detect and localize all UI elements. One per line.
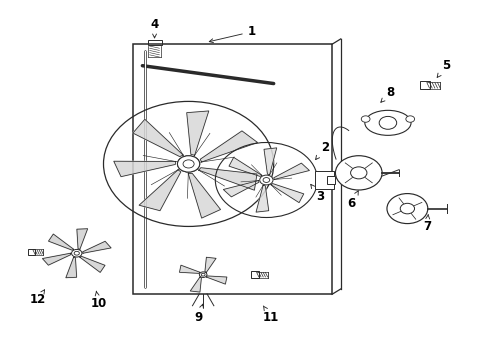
Text: 8: 8 [380,86,394,102]
Polygon shape [114,161,175,177]
Circle shape [201,273,204,276]
Circle shape [74,251,79,255]
Polygon shape [188,173,220,218]
Bar [28,249,36,255]
Bar [147,40,161,45]
Text: 1: 1 [209,25,255,42]
Polygon shape [228,157,261,176]
Circle shape [199,272,206,278]
Polygon shape [139,170,181,211]
Circle shape [335,156,381,190]
Circle shape [183,160,194,168]
Polygon shape [204,257,216,272]
Circle shape [405,116,414,122]
Text: 3: 3 [310,184,323,203]
Bar [251,271,259,278]
Text: 12: 12 [30,290,46,306]
Polygon shape [198,168,257,190]
Circle shape [378,116,396,129]
Text: 6: 6 [346,191,358,210]
Polygon shape [256,185,268,212]
Circle shape [263,177,269,183]
Circle shape [259,175,272,185]
Polygon shape [82,241,111,253]
Text: 11: 11 [263,306,279,324]
Polygon shape [273,163,309,179]
Text: 7: 7 [422,214,430,233]
Circle shape [361,116,369,122]
Polygon shape [80,256,105,273]
Polygon shape [133,119,183,157]
Text: 9: 9 [194,304,203,324]
Polygon shape [270,184,303,203]
Text: 10: 10 [90,291,106,310]
Polygon shape [48,234,74,250]
Bar [420,81,429,89]
Polygon shape [77,229,87,249]
Polygon shape [42,253,71,265]
Circle shape [177,156,199,172]
Text: 2: 2 [315,141,328,159]
Polygon shape [186,111,208,155]
Circle shape [71,249,82,257]
Text: 5: 5 [436,59,449,77]
Bar [314,171,334,189]
Polygon shape [190,277,201,292]
Polygon shape [206,276,226,284]
Bar [326,176,334,184]
Text: 4: 4 [150,18,158,38]
Circle shape [386,194,427,224]
Circle shape [399,203,414,214]
Polygon shape [264,148,276,175]
Bar [132,44,331,294]
Polygon shape [200,131,257,162]
Polygon shape [223,181,259,197]
Circle shape [350,167,366,179]
Polygon shape [179,265,200,273]
Ellipse shape [364,111,410,135]
Polygon shape [66,257,77,278]
